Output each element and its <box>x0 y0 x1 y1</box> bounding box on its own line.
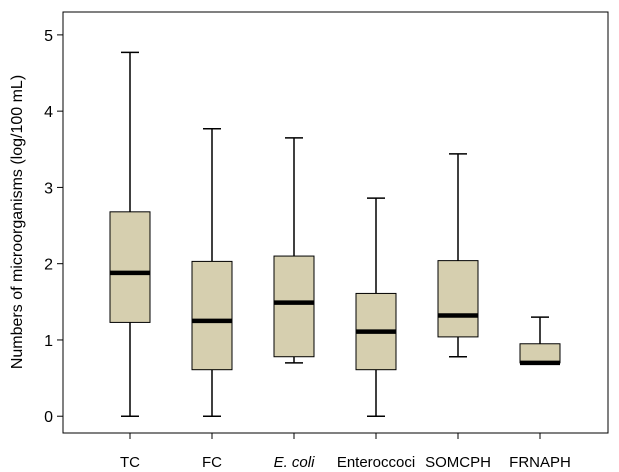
y-axis: 0 1 2 3 4 5 <box>44 28 63 426</box>
x-tick-label: TC <box>120 454 140 471</box>
y-tick-label: 4 <box>44 104 53 121</box>
y-tick-label: 2 <box>44 257 53 274</box>
x-tick-label: FRNAPH <box>509 454 571 471</box>
box-3 <box>273 137 315 364</box>
y-tick-label: 1 <box>44 333 53 350</box>
box-1 <box>109 51 151 417</box>
box-iqr <box>191 260 233 371</box>
y-tick-label: 5 <box>44 28 53 45</box>
box-iqr <box>273 255 315 358</box>
y-tick-label: 3 <box>44 180 53 197</box>
box-6 <box>519 316 561 366</box>
x-tick-label: SOMCPH <box>425 454 491 471</box>
x-tick-label: E. coli <box>274 454 316 471</box>
box-iqr <box>519 343 561 364</box>
plot-frame <box>62 11 609 434</box>
y-tick-label: 0 <box>44 409 53 426</box>
box-5 <box>437 153 479 358</box>
box-4 <box>355 197 397 417</box>
box-2 <box>191 127 233 417</box>
x-axis: TC FC E. coli Enteroccoci SOMCPH FRNAPH <box>120 433 571 471</box>
box-series <box>109 51 561 417</box>
x-tick-label: Enteroccoci <box>337 454 415 471</box>
x-tick-label: FC <box>202 454 222 471</box>
box-iqr <box>109 211 151 323</box>
y-axis-label: Numbers of microorganisms (log/100 mL) <box>9 75 26 369</box>
box-iqr <box>437 260 479 338</box>
